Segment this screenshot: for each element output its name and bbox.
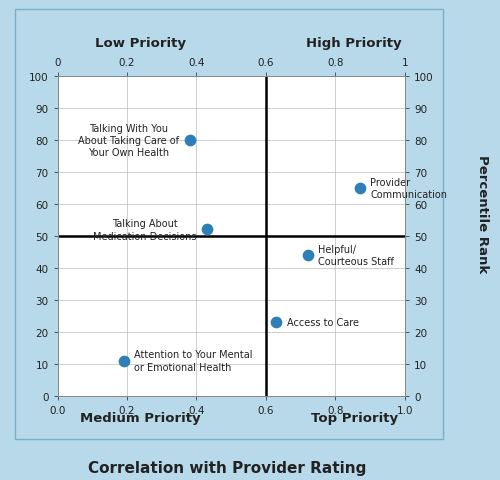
Text: Attention to Your Mental
or Emotional Health: Attention to Your Mental or Emotional He…: [134, 350, 252, 372]
Text: Provider
Communication: Provider Communication: [370, 177, 447, 200]
Point: [120, 357, 128, 365]
Point: [356, 185, 364, 192]
Text: Percentile Rank: Percentile Rank: [476, 155, 489, 273]
Text: Access to Care: Access to Care: [287, 318, 359, 327]
Text: Low Priority: Low Priority: [95, 36, 186, 50]
Point: [203, 226, 211, 234]
Text: Talking With You
About Taking Care of
Your Own Health: Talking With You About Taking Care of Yo…: [78, 123, 179, 158]
Text: Talking About
Medication Decisions: Talking About Medication Decisions: [93, 219, 196, 241]
Text: Correlation with Provider Rating: Correlation with Provider Rating: [88, 460, 366, 476]
Point: [304, 252, 312, 259]
Text: Medium Priority: Medium Priority: [80, 411, 201, 424]
Point: [272, 319, 280, 326]
Text: High Priority: High Priority: [306, 36, 402, 50]
Text: Helpful/
Courteous Staff: Helpful/ Courteous Staff: [318, 244, 394, 267]
Point: [186, 137, 194, 144]
Text: Top Priority: Top Priority: [310, 411, 398, 424]
